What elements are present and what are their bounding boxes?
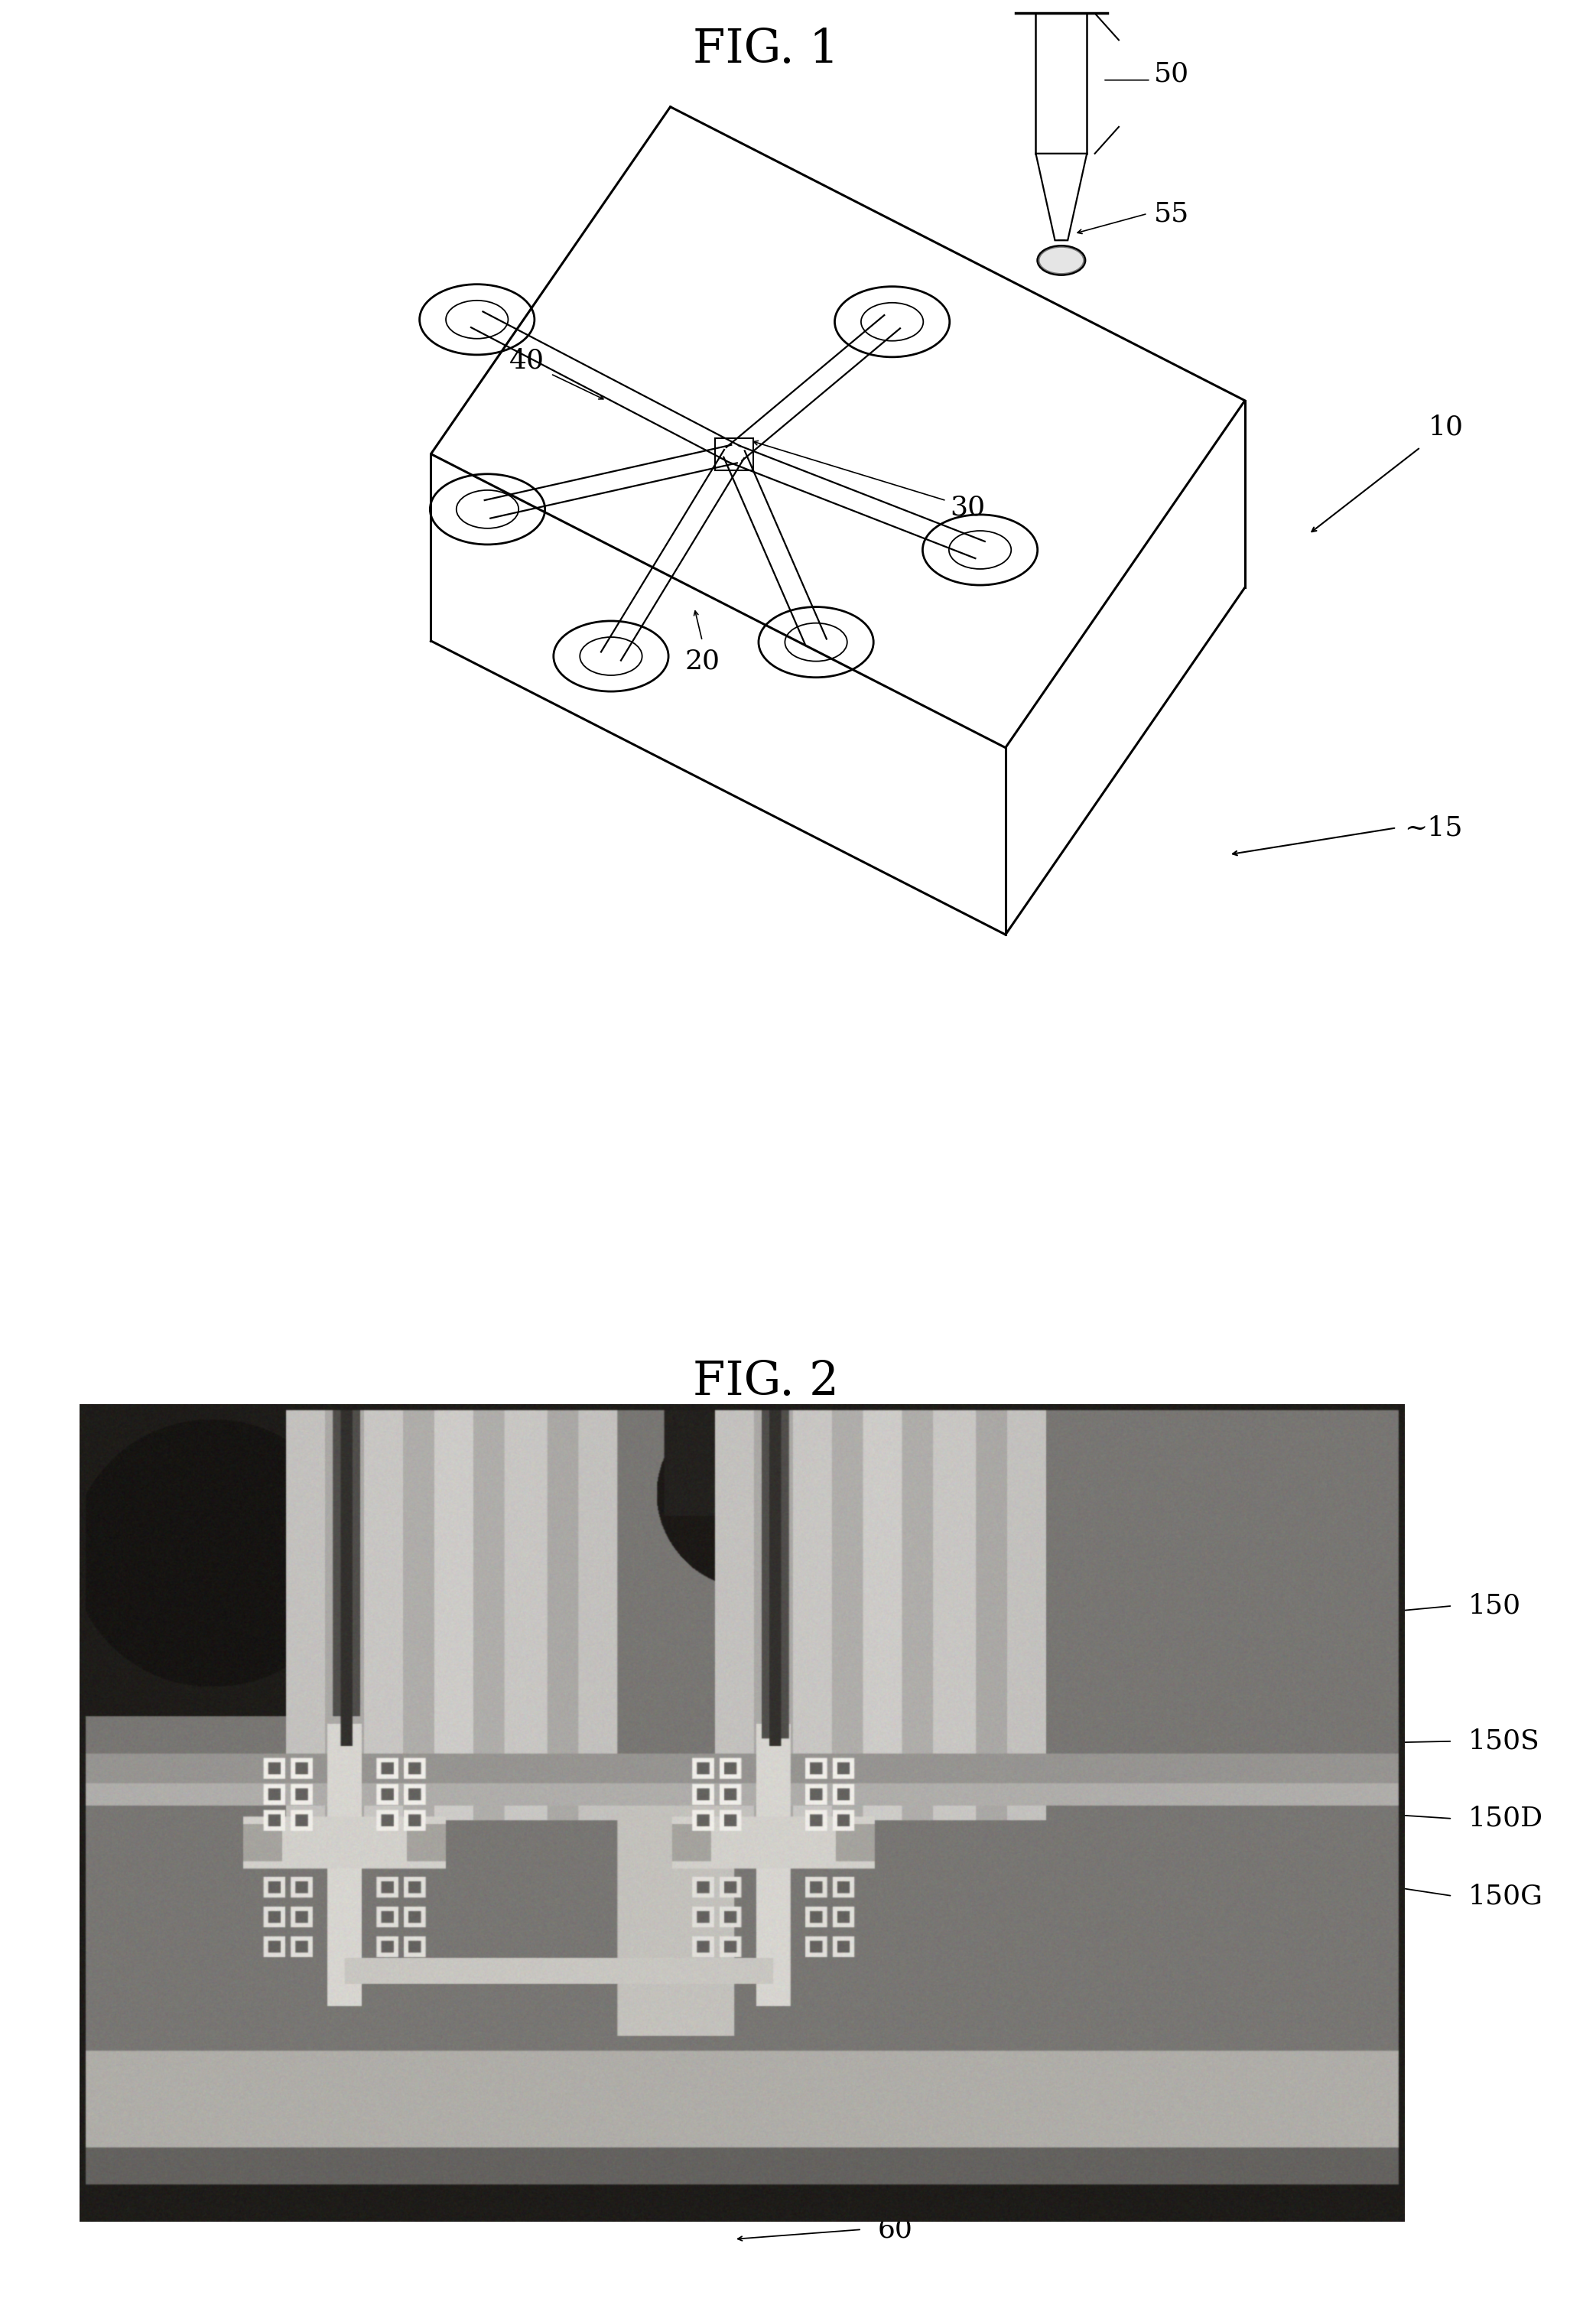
Text: 30: 30 [950, 495, 985, 520]
Text: 30': 30' [809, 1453, 851, 1478]
Text: FIG. 1: FIG. 1 [693, 28, 839, 74]
Ellipse shape [1039, 246, 1084, 274]
Text: ~15: ~15 [1404, 815, 1464, 840]
Text: 40: 40 [509, 348, 544, 373]
Text: 150: 150 [1468, 1593, 1521, 1618]
Text: 20: 20 [685, 647, 720, 674]
Text: 10: 10 [1428, 414, 1464, 440]
Text: 60: 60 [878, 2217, 913, 2242]
Text: 30': 30' [107, 1453, 148, 1478]
Text: 50: 50 [1154, 60, 1189, 87]
Text: 150S: 150S [1468, 1729, 1540, 1754]
Text: 55: 55 [1154, 200, 1189, 226]
Text: 150G: 150G [1468, 1883, 1543, 1908]
Text: 150D: 150D [1468, 1805, 1543, 1832]
Text: FIG. 2: FIG. 2 [693, 1358, 839, 1404]
